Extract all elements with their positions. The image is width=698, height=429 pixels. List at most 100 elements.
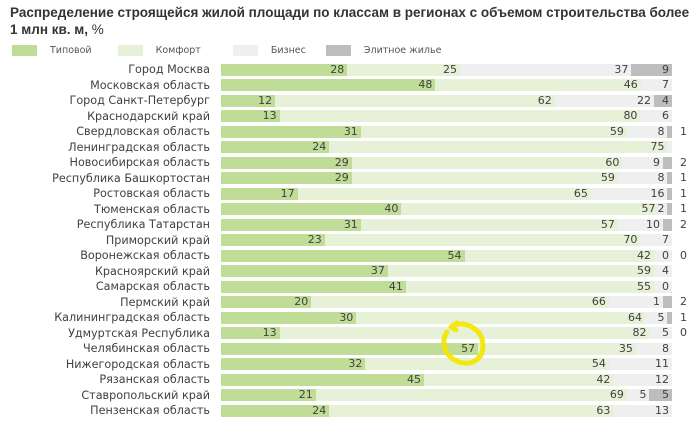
bar-row: Самарская область 41 55 0 bbox=[0, 279, 698, 295]
bar-segment-business bbox=[653, 265, 672, 277]
data-label: 46 bbox=[623, 78, 638, 91]
stacked-bar: 29 59 8 1 bbox=[221, 171, 687, 184]
bar-segment-typical bbox=[221, 156, 352, 169]
legend-label: Бизнес bbox=[270, 44, 306, 56]
data-label: 42 bbox=[596, 372, 611, 386]
bar-segment-typical bbox=[221, 94, 276, 107]
category-label: Краснодарский край bbox=[87, 109, 210, 123]
bar-row: Пермский край 20 66 1 2 bbox=[0, 295, 698, 311]
stacked-bar: 23 70 7 bbox=[221, 234, 672, 246]
data-label: 16 bbox=[650, 186, 665, 200]
data-label: 55 bbox=[636, 279, 651, 293]
data-label: 2 bbox=[680, 217, 687, 231]
stacked-bar: 28 25 37 9 bbox=[221, 62, 672, 76]
bar-segment-business bbox=[613, 373, 672, 386]
bar-segment-elite bbox=[667, 187, 672, 200]
data-label: 59 bbox=[636, 264, 651, 277]
bar-segment-business bbox=[460, 63, 632, 76]
data-label: 24 bbox=[312, 403, 327, 417]
stacked-bar: 12 62 22 4 bbox=[221, 93, 672, 107]
bar-row: Краснодарский край 13 80 6 bbox=[0, 109, 698, 125]
data-label: 23 bbox=[307, 233, 322, 246]
bar-segment-comfort bbox=[329, 141, 668, 153]
bar-row: Рязанская область 45 42 12 bbox=[0, 372, 698, 388]
bar-row: Новосибирская область 29 60 9 2 bbox=[0, 155, 698, 171]
bar-row: Челябинская область 57 35 8 bbox=[0, 341, 698, 357]
stacked-bar: 32 54 11 bbox=[221, 358, 672, 370]
bar-segment-business bbox=[626, 389, 650, 401]
data-label: 1 bbox=[680, 124, 687, 138]
bar-row: Республика Татарстан 31 57 10 2 bbox=[0, 217, 698, 233]
category-label: Пензенская область bbox=[90, 404, 210, 417]
bar-segment-comfort bbox=[365, 358, 609, 370]
bar-segment-elite bbox=[662, 218, 672, 231]
data-label: 5 bbox=[662, 326, 669, 339]
data-label: 0 bbox=[662, 248, 669, 262]
data-label: 21 bbox=[298, 388, 313, 401]
bar-segment-comfort bbox=[435, 79, 641, 91]
bar-segment-comfort bbox=[356, 311, 645, 324]
category-label: Челябинская область bbox=[83, 342, 210, 355]
data-label: 4 bbox=[662, 264, 669, 277]
bar-segment-comfort bbox=[405, 280, 654, 293]
category-label: Свердловская область bbox=[76, 125, 210, 138]
data-label: 59 bbox=[600, 171, 615, 184]
data-label: 65 bbox=[573, 186, 588, 200]
stacked-bar: 40 57 2 1 bbox=[221, 203, 687, 215]
bar-segment-comfort bbox=[279, 327, 650, 339]
bar-row: Свердловская область 31 59 8 1 bbox=[0, 124, 698, 140]
bar-segment-comfort bbox=[311, 296, 609, 308]
bar-segment-typical bbox=[221, 63, 348, 76]
data-label: 9 bbox=[652, 155, 660, 169]
stacked-bar: 37 59 4 bbox=[221, 265, 672, 277]
data-label: 2 bbox=[680, 155, 687, 169]
category-label: Новосибирская область bbox=[69, 156, 210, 169]
bar-segment-comfort bbox=[478, 342, 636, 355]
data-label: 29 bbox=[334, 155, 349, 169]
data-label: 8 bbox=[662, 341, 669, 355]
bar-segment-comfort bbox=[347, 63, 461, 76]
data-label: 4 bbox=[662, 93, 669, 107]
bar-segment-elite bbox=[667, 311, 672, 324]
bar-segment-typical bbox=[221, 327, 280, 339]
data-label: 0 bbox=[680, 248, 687, 262]
bar-segment-elite bbox=[662, 296, 672, 308]
bar-segment-comfort bbox=[315, 389, 627, 401]
data-label: 10 bbox=[645, 217, 660, 231]
bar-segment-comfort bbox=[275, 94, 555, 107]
category-label: Московская область bbox=[90, 78, 210, 92]
data-label: 0 bbox=[662, 279, 669, 293]
category-label: Приморский край bbox=[105, 233, 210, 247]
chart-title-text: Распределение строящейся жилой площади п… bbox=[10, 5, 690, 37]
bar-segment-typical bbox=[221, 218, 361, 231]
data-label: 9 bbox=[662, 62, 669, 76]
bar-segment-typical bbox=[221, 342, 479, 355]
data-label: 37 bbox=[614, 62, 629, 76]
data-label: 63 bbox=[596, 403, 611, 417]
data-label: 17 bbox=[280, 186, 295, 200]
bar-segment-comfort bbox=[351, 172, 618, 184]
data-label: 66 bbox=[591, 295, 606, 308]
data-label: 82 bbox=[632, 326, 647, 339]
bar-segment-comfort bbox=[297, 187, 591, 200]
bar-row: Калининградская область 30 64 5 1 bbox=[0, 310, 698, 326]
data-label: 30 bbox=[339, 310, 354, 324]
data-label: 11 bbox=[655, 357, 669, 370]
data-label: 1 bbox=[680, 171, 687, 184]
stacked-bar: 57 35 8 bbox=[221, 341, 672, 355]
data-label: 41 bbox=[388, 279, 403, 293]
legend-label: Типовой bbox=[50, 44, 92, 56]
bar-segment-comfort bbox=[423, 373, 614, 386]
bar-segment-business bbox=[617, 218, 663, 231]
category-label: Ставропольский край bbox=[81, 388, 210, 402]
bar-segment-elite bbox=[653, 94, 672, 107]
chart-title: Распределение строящейся жилой площади п… bbox=[10, 4, 690, 38]
legend-item: Типовой bbox=[12, 44, 92, 56]
category-label: Республика Татарстан bbox=[76, 218, 210, 231]
bar-segment-business bbox=[649, 327, 672, 339]
bar-row: Удмуртская Республика 13 82 5 0 bbox=[0, 326, 698, 342]
data-label: 69 bbox=[609, 388, 624, 401]
data-label: 13 bbox=[655, 403, 669, 417]
bar-segment-elite bbox=[667, 172, 672, 184]
bar-segment-business bbox=[653, 280, 672, 293]
